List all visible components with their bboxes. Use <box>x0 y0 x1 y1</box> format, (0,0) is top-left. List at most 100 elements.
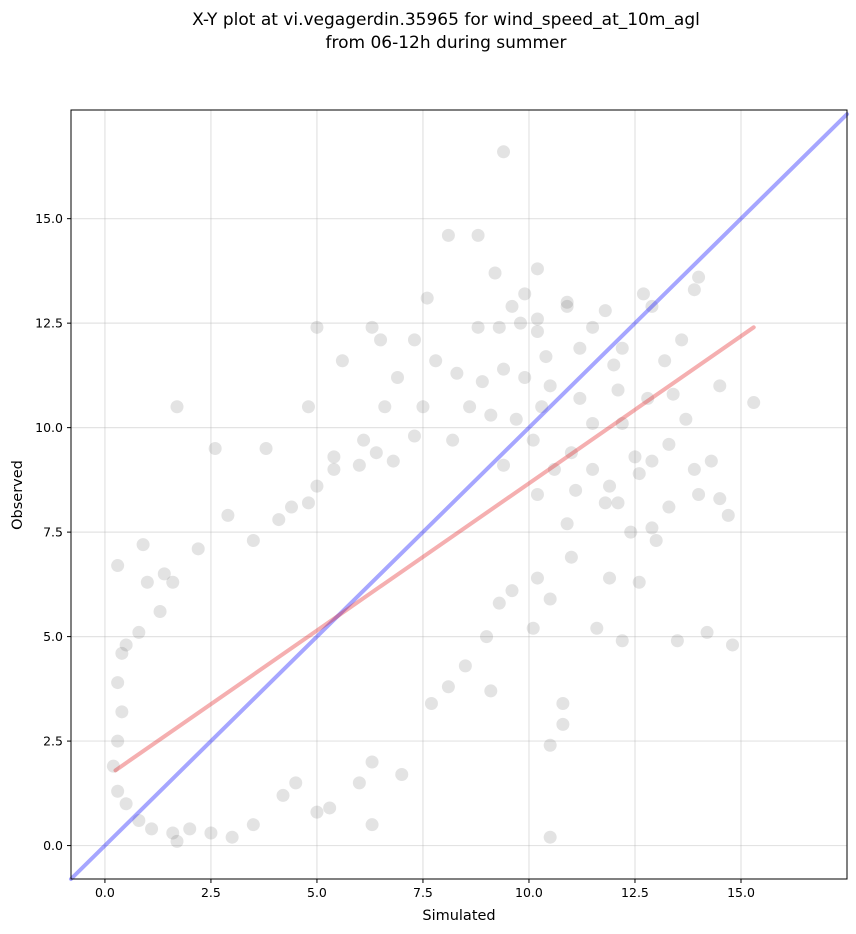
data-point <box>378 400 392 414</box>
data-point <box>518 370 532 384</box>
data-point <box>111 559 125 573</box>
data-point <box>191 542 205 556</box>
plot-area-frame <box>70 109 848 880</box>
data-point <box>543 830 557 844</box>
data-point <box>488 266 502 280</box>
y-tick-label: 2.5 <box>43 734 63 749</box>
data-point <box>145 822 159 836</box>
data-point <box>556 717 570 731</box>
data-point <box>692 270 706 284</box>
data-point <box>386 454 400 468</box>
data-point <box>530 325 544 339</box>
data-point <box>547 462 561 476</box>
data-point <box>276 788 290 802</box>
y-tick-label: 5.0 <box>43 629 63 644</box>
identity-line <box>69 112 849 881</box>
chart-title-line-1: X-Y plot at vi.vegagerdin.35965 for wind… <box>192 10 700 30</box>
data-point <box>598 304 612 318</box>
data-point <box>310 805 324 819</box>
data-point <box>615 341 629 355</box>
data-point <box>607 358 621 372</box>
data-point <box>352 458 366 472</box>
data-point <box>649 533 663 547</box>
data-point <box>747 396 761 410</box>
x-axis-ticks: 0.0 2.5 5.0 7.5 10.0 12.5 15.0 <box>95 879 755 900</box>
y-tick-label: 7.5 <box>43 525 63 540</box>
data-point <box>611 496 625 510</box>
data-point <box>492 320 506 334</box>
data-point <box>518 287 532 301</box>
data-point <box>700 625 714 639</box>
data-point <box>564 446 578 460</box>
data-point <box>560 295 574 309</box>
data-point <box>111 734 125 748</box>
data-point <box>535 400 549 414</box>
data-point <box>111 784 125 798</box>
data-point <box>365 320 379 334</box>
data-point <box>441 228 455 242</box>
x-tick-label: 12.5 <box>621 885 649 900</box>
y-tick-label: 10.0 <box>35 420 63 435</box>
data-point <box>301 400 315 414</box>
data-point <box>603 571 617 585</box>
y-tick-label: 0.0 <box>43 838 63 853</box>
data-point <box>166 575 180 589</box>
data-point <box>450 366 464 380</box>
data-point <box>569 483 583 497</box>
data-point <box>611 383 625 397</box>
x-axis-label: Simulated <box>422 908 495 924</box>
x-tick-label: 2.5 <box>201 885 221 900</box>
data-point <box>132 625 146 639</box>
data-point <box>509 412 523 426</box>
data-point <box>497 145 511 159</box>
data-point <box>429 354 443 368</box>
data-point <box>395 768 409 782</box>
data-point <box>111 676 125 690</box>
data-point <box>484 408 498 422</box>
data-point <box>615 416 629 430</box>
data-point <box>463 400 477 414</box>
data-point <box>365 818 379 832</box>
data-point <box>492 596 506 610</box>
data-point <box>628 450 642 464</box>
data-point <box>497 458 511 472</box>
data-point <box>458 659 472 673</box>
data-point <box>603 479 617 493</box>
data-point <box>666 387 680 401</box>
data-point <box>505 584 519 598</box>
data-point <box>357 433 371 447</box>
data-point <box>259 442 273 456</box>
reference-lines <box>69 112 849 881</box>
data-point <box>543 379 557 393</box>
data-point <box>136 538 150 552</box>
data-point <box>323 801 337 815</box>
data-point <box>526 433 540 447</box>
data-point <box>632 467 646 481</box>
data-point <box>132 813 146 827</box>
data-point <box>645 299 659 313</box>
data-point <box>166 826 180 840</box>
data-point <box>115 646 129 660</box>
data-point <box>310 320 324 334</box>
data-point <box>586 462 600 476</box>
data-point <box>624 525 638 539</box>
x-tick-label: 15.0 <box>727 885 755 900</box>
data-point <box>471 228 485 242</box>
data-point <box>636 287 650 301</box>
fit-line <box>113 325 756 773</box>
data-point <box>497 362 511 376</box>
data-point <box>726 638 740 652</box>
data-point <box>115 705 129 719</box>
data-point <box>480 630 494 644</box>
data-point <box>560 299 574 313</box>
data-point <box>140 575 154 589</box>
data-point <box>391 370 405 384</box>
data-point <box>645 521 659 535</box>
data-point <box>586 320 600 334</box>
data-point <box>310 479 324 493</box>
chart-title: X-Y plot at vi.vegagerdin.35965 for wind… <box>192 10 700 53</box>
data-point <box>170 400 184 414</box>
y-axis-ticks: 0.0 2.5 5.0 7.5 10.0 12.5 15.0 <box>35 211 71 853</box>
data-point <box>119 797 133 811</box>
